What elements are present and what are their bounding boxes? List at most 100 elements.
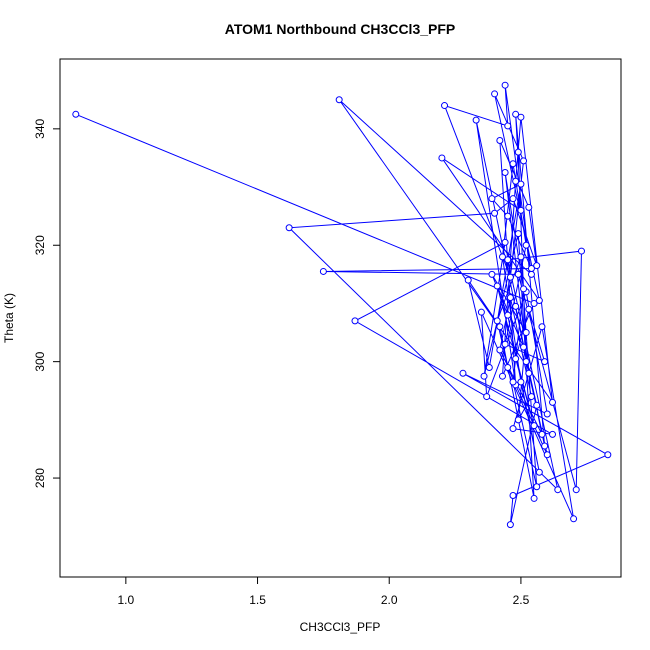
data-point <box>520 285 528 293</box>
y-axis: 280 300 320 340 <box>33 119 60 488</box>
data-point <box>530 299 538 307</box>
data-point <box>514 416 522 424</box>
data-point <box>496 346 504 354</box>
data-point <box>319 267 327 275</box>
data-point <box>525 203 533 211</box>
data-point <box>514 270 522 278</box>
data-point <box>512 355 520 363</box>
data-point <box>517 378 525 386</box>
data-point <box>525 305 533 313</box>
data-point <box>491 90 499 98</box>
data-point <box>498 372 506 380</box>
data-point <box>480 372 488 380</box>
data-point <box>549 398 557 406</box>
x-tick-label: 2.5 <box>513 593 530 607</box>
series-line <box>75 85 609 525</box>
data-point <box>506 521 514 529</box>
data-point <box>477 308 485 316</box>
data-point <box>488 270 496 278</box>
data-point <box>504 363 512 371</box>
data-point <box>72 110 80 118</box>
data-point <box>459 369 467 377</box>
data-point <box>509 195 517 203</box>
data-point <box>520 343 528 351</box>
data-point <box>538 430 546 438</box>
y-tick-label: 320 <box>33 235 47 255</box>
x-axis: 1.0 1.5 2.0 2.5 <box>118 577 530 607</box>
data-point <box>501 168 509 176</box>
data-point <box>525 369 533 377</box>
data-point <box>533 401 541 409</box>
data-point <box>527 270 535 278</box>
data-point <box>501 238 509 246</box>
data-point <box>441 102 449 110</box>
data-point <box>549 430 557 438</box>
data-point <box>438 154 446 162</box>
data-point <box>285 224 293 232</box>
data-point <box>514 230 522 238</box>
data-point <box>493 317 501 325</box>
data-point <box>522 358 530 366</box>
data-point <box>538 323 546 331</box>
x-tick-label: 2.0 <box>381 593 398 607</box>
data-point <box>501 340 509 348</box>
data-point <box>504 256 512 264</box>
data-point <box>517 253 525 261</box>
data-point <box>535 468 543 476</box>
data-point <box>496 136 504 144</box>
data-point <box>464 276 472 284</box>
x-tick-label: 1.0 <box>118 593 135 607</box>
y-tick-label: 340 <box>33 119 47 139</box>
data-point <box>533 483 541 491</box>
data-point <box>522 329 530 337</box>
data-point <box>517 206 525 214</box>
data-point <box>535 297 543 305</box>
data-point <box>491 209 499 217</box>
x-axis-label: CH3CCl3_PFP <box>300 620 381 634</box>
data-point <box>512 302 520 310</box>
x-tick-label: 1.5 <box>249 593 266 607</box>
data-point <box>506 294 514 302</box>
series-layer <box>72 81 612 529</box>
data-point <box>514 148 522 156</box>
data-point <box>517 113 525 121</box>
data-point <box>498 253 506 261</box>
data-point <box>554 486 562 494</box>
data-point <box>541 442 549 450</box>
data-point <box>335 96 343 104</box>
data-point <box>530 494 538 502</box>
data-point <box>485 363 493 371</box>
data-point <box>604 451 612 459</box>
data-point <box>504 122 512 130</box>
data-point <box>541 358 549 366</box>
data-point <box>488 195 496 203</box>
data-point <box>501 81 509 89</box>
plot-frame <box>59 58 622 578</box>
data-point <box>509 160 517 168</box>
data-point <box>533 262 541 270</box>
data-point <box>543 410 551 418</box>
y-axis-label: Theta (K) <box>2 293 16 343</box>
data-point <box>517 180 525 188</box>
data-point <box>522 241 530 249</box>
data-point <box>351 317 359 325</box>
y-tick-label: 300 <box>33 351 47 371</box>
data-point <box>512 177 520 185</box>
data-point <box>472 116 480 124</box>
data-point <box>577 247 585 255</box>
data-point <box>506 273 514 281</box>
data-point <box>493 282 501 290</box>
data-point <box>496 323 504 331</box>
data-point <box>509 378 517 386</box>
data-point <box>520 157 528 165</box>
data-point <box>570 515 578 523</box>
data-point <box>483 393 491 401</box>
data-point <box>504 311 512 319</box>
data-point <box>572 486 580 494</box>
data-point <box>509 425 517 433</box>
y-tick-label: 280 <box>33 468 47 488</box>
data-point <box>509 492 517 500</box>
data-point <box>512 110 520 118</box>
